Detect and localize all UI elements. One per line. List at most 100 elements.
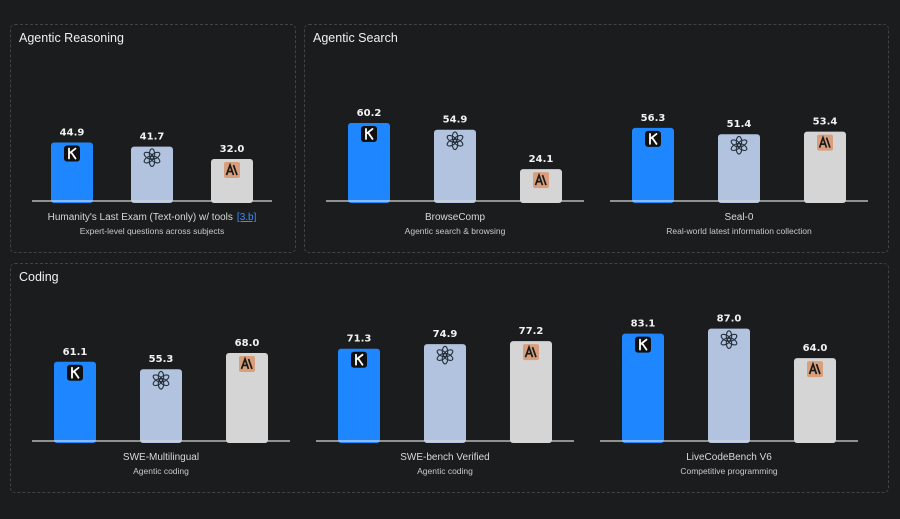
panel-coding: Coding (10, 263, 889, 493)
openai-logo-icon (730, 135, 748, 155)
section-title-agentic-reasoning: Agentic Reasoning (19, 31, 124, 45)
data-label: 55.3 (149, 354, 174, 365)
kimi-logo-mark (639, 338, 648, 351)
bar-group: 60.2 (348, 108, 390, 203)
openai-logo-icon (152, 370, 170, 390)
data-label: 54.9 (443, 115, 468, 126)
data-label: 24.1 (529, 154, 554, 165)
bar-group: 53.4 (804, 117, 846, 203)
anthropic-logo-mark (808, 361, 821, 375)
bar (510, 341, 552, 443)
benchmark-title: SWE-Multilingual (123, 452, 199, 463)
benchmark-title: BrowseComp (425, 212, 485, 223)
benchmark-subtitle: Agentic coding (133, 466, 189, 476)
bar-group: 56.3 (632, 113, 674, 203)
kimi-logo-mark (68, 147, 77, 160)
bar (54, 361, 96, 443)
bar (424, 344, 466, 443)
section-title-agentic-search: Agentic Search (313, 31, 398, 45)
data-label: 74.9 (433, 329, 458, 340)
benchmark-title: LiveCodeBench V6 (686, 452, 772, 463)
anthropic-logo-icon (533, 172, 549, 189)
kimi-logo-mark (365, 128, 374, 140)
bar (226, 352, 268, 443)
benchmark-title: Seal-0 (725, 212, 754, 223)
anthropic-logo-mark (240, 356, 253, 370)
anthropic-logo-icon (817, 134, 833, 151)
data-label: 68.0 (235, 338, 260, 349)
data-label: 53.4 (813, 117, 838, 128)
data-label: 64.0 (803, 343, 828, 354)
bar-group: 51.4 (718, 119, 760, 203)
data-label: 60.2 (357, 108, 382, 119)
data-label: 41.7 (140, 132, 165, 143)
bar-group: 87.0 (708, 314, 750, 443)
anthropic-logo-icon (224, 162, 240, 179)
chart-livecodebench-v6: 83.1 87.0 64.0 LiveCodeBench V6 Competitive … (600, 314, 858, 476)
bar-group: 44.9 (51, 128, 93, 203)
benchmark-title: Humanity's Last Exam (Text-only) w/ tool… (48, 212, 257, 223)
bar (348, 122, 390, 203)
data-label: 77.2 (519, 326, 544, 337)
openai-logo-icon (436, 345, 454, 365)
panel-agentic-reasoning: Agentic Reasoning (10, 24, 296, 253)
anthropic-logo-mark (524, 344, 537, 358)
anthropic-logo-mark (534, 172, 547, 186)
panel-agentic-search: Agentic Search (304, 24, 889, 253)
bar (708, 328, 750, 443)
reference-link[interactable]: [3.b] (237, 212, 257, 223)
kimi-logo-icon (361, 125, 377, 142)
kimi-logo-mark (649, 133, 658, 145)
section-title-coding: Coding (19, 270, 59, 284)
chart-browsecomp: 60.2 54.9 24.1 BrowseComp Agentic search & b… (326, 108, 584, 236)
openai-logo-petal (446, 134, 458, 143)
openai-logo-petal (720, 333, 732, 342)
benchmark-subtitle: Agentic coding (417, 466, 473, 476)
data-label: 56.3 (641, 113, 666, 124)
openai-logo-petal (436, 349, 448, 358)
anthropic-logo-icon (807, 361, 823, 378)
openai-logo-icon (720, 330, 738, 349)
chart-swe-bench-verified: 71.3 74.9 77.2 SWE-bench Verified Agentic co… (316, 326, 574, 476)
kimi-logo-mark (71, 366, 80, 379)
bar (804, 131, 846, 203)
bar-group: 68.0 (226, 338, 268, 443)
chart-seal-0: 56.3 51.4 53.4 Seal-0 Real-world latest info… (610, 113, 868, 236)
data-label: 61.1 (63, 347, 88, 358)
anthropic-logo-mark (818, 135, 831, 148)
chart-swe-multilingual: 61.1 55.3 68.0 SWE-Multilingual Agentic codi… (32, 338, 290, 476)
bar-group: 64.0 (794, 343, 836, 443)
anthropic-logo-icon (239, 355, 255, 372)
openai-logo-petal (143, 151, 155, 160)
benchmark-subtitle: Agentic search & browsing (405, 226, 506, 236)
bar (794, 358, 836, 443)
data-label: 87.0 (717, 314, 742, 325)
bar (51, 142, 93, 203)
kimi-logo-icon (635, 336, 651, 353)
bar-group: 77.2 (510, 326, 552, 443)
openai-logo-petal (730, 139, 742, 148)
bar (632, 127, 674, 203)
bar-group: 61.1 (54, 347, 96, 443)
anthropic-logo-mark (225, 162, 238, 176)
bar-group: 41.7 (131, 132, 173, 203)
openai-logo-icon (143, 148, 161, 167)
bar-group: 71.3 (338, 334, 380, 443)
data-label: 44.9 (60, 128, 85, 139)
bar (338, 348, 380, 443)
benchmark-subtitle: Expert-level questions across subjects (80, 226, 225, 236)
benchmark-subtitle: Real-world latest information collection (666, 226, 812, 236)
bar-group: 55.3 (140, 354, 182, 443)
kimi-logo-icon (64, 145, 80, 162)
kimi-logo-icon (351, 351, 367, 368)
data-label: 83.1 (631, 319, 656, 330)
kimi-logo-icon (67, 364, 83, 381)
anthropic-logo-icon (523, 344, 539, 361)
bar-group: 24.1 (520, 154, 562, 203)
data-label: 71.3 (347, 334, 372, 345)
data-label: 32.0 (220, 144, 245, 155)
bar (211, 159, 253, 203)
benchmark-subtitle: Competitive programming (680, 466, 778, 476)
chart-hle: 44.9 41.7 32.0 Humanity's Last Exam (Text-o… (32, 128, 272, 236)
bar-group: 54.9 (434, 115, 476, 203)
